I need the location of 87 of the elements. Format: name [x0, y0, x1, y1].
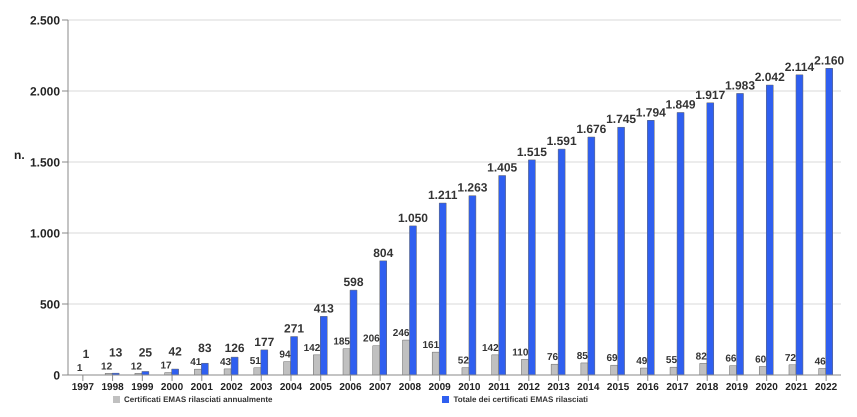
data-label: 83 — [198, 341, 212, 356]
y-tick-label: 0 — [53, 368, 60, 382]
x-tick-label: 2013 — [547, 382, 570, 394]
data-label: 1.211 — [428, 188, 458, 202]
data-label: 598 — [343, 275, 364, 290]
x-tick-label: 2018 — [696, 382, 719, 394]
x-tick-label: 2017 — [666, 382, 690, 394]
data-label: 110 — [512, 347, 529, 358]
data-label: 206 — [363, 334, 380, 345]
data-label: 42 — [168, 344, 182, 359]
data-label: 12 — [101, 361, 113, 372]
x-tick-label: 2006 — [339, 382, 362, 394]
data-label: 177 — [254, 334, 275, 349]
x-tick-label: 2016 — [636, 382, 660, 394]
data-label: 25 — [138, 345, 152, 360]
data-label: 43 — [220, 356, 232, 368]
data-label: 2.042 — [754, 70, 786, 84]
data-label: 1.983 — [724, 78, 756, 92]
data-label: 1 — [76, 362, 83, 374]
y-tick-label: 1.500 — [30, 155, 60, 170]
data-label: 1.263 — [457, 180, 488, 195]
x-tick-label: 2022 — [815, 382, 838, 394]
data-label: 1.917 — [695, 88, 726, 102]
data-label: 94 — [279, 350, 291, 361]
x-tick-label: 2005 — [310, 382, 332, 394]
x-tick-label: 2011 — [488, 382, 510, 394]
y-tick-label: 2.000 — [30, 84, 60, 98]
data-label: 1.050 — [398, 210, 428, 225]
data-label: 60 — [755, 354, 767, 366]
data-label: 1.591 — [546, 134, 577, 148]
data-label: 49 — [636, 356, 648, 368]
data-label: 1.794 — [636, 105, 666, 120]
x-tick-label: 2015 — [606, 382, 630, 394]
x-tick-label: 2021 — [785, 382, 808, 394]
x-tick-label: 1999 — [131, 382, 154, 394]
x-tick-label: 2020 — [756, 382, 778, 394]
y-tick-label: 2.500 — [30, 13, 60, 28]
data-label: 271 — [284, 322, 304, 336]
x-tick-label: 2014 — [577, 382, 600, 394]
data-label: 66 — [725, 354, 737, 365]
data-label: 51 — [250, 356, 262, 367]
x-tick-label: 2003 — [250, 382, 273, 394]
x-tick-label: 2000 — [160, 382, 184, 394]
data-label: 13 — [108, 345, 123, 360]
data-label: 185 — [333, 336, 350, 348]
legend-label: Totale dei certificati EMAS rilasciati — [453, 395, 588, 404]
data-label: 12 — [130, 361, 142, 372]
data-label: 413 — [314, 301, 334, 316]
x-tick-label: 2012 — [518, 382, 540, 394]
x-tick-label: 2001 — [190, 382, 214, 394]
data-label: 17 — [160, 360, 172, 372]
data-label: 1.849 — [666, 97, 696, 112]
data-label: 142 — [304, 342, 321, 354]
y-tick-label: 1.000 — [30, 226, 60, 240]
data-label: 1 — [82, 346, 90, 361]
legend-label: Certificati EMAS rilasciati annualmente — [124, 395, 272, 404]
data-label: 55 — [666, 355, 678, 366]
data-label: 804 — [373, 246, 394, 260]
data-label: 76 — [547, 352, 559, 364]
x-tick-label: 2019 — [726, 382, 748, 394]
data-label: 46 — [814, 356, 826, 368]
data-label: 161 — [422, 340, 440, 352]
data-label: 1.515 — [516, 144, 548, 159]
x-tick-label: 2009 — [428, 382, 452, 394]
data-label: 142 — [482, 342, 500, 354]
y-axis-title: n. — [14, 148, 25, 162]
data-label: 1.405 — [487, 160, 518, 174]
data-label: 82 — [696, 351, 708, 362]
x-tick-label: 1998 — [101, 382, 124, 394]
data-label: 85 — [576, 350, 588, 362]
x-tick-label: 2002 — [220, 382, 244, 394]
x-tick-label: 2008 — [398, 382, 422, 394]
data-label: 2.160 — [814, 53, 845, 68]
y-tick-label: 500 — [40, 297, 60, 312]
data-label: 41 — [190, 357, 202, 368]
x-tick-label: 2010 — [458, 382, 481, 394]
x-tick-label: 2004 — [280, 382, 303, 394]
data-label: 246 — [392, 328, 410, 340]
x-tick-label: 1997 — [72, 382, 94, 394]
data-label: 1.676 — [576, 122, 607, 136]
data-label: 72 — [784, 352, 796, 364]
data-label: 69 — [606, 353, 618, 364]
data-label: 2.114 — [784, 60, 814, 74]
data-label: 1.745 — [606, 112, 636, 126]
data-label: 126 — [224, 340, 245, 355]
data-label: 52 — [458, 356, 470, 367]
x-tick-label: 2007 — [369, 382, 392, 394]
